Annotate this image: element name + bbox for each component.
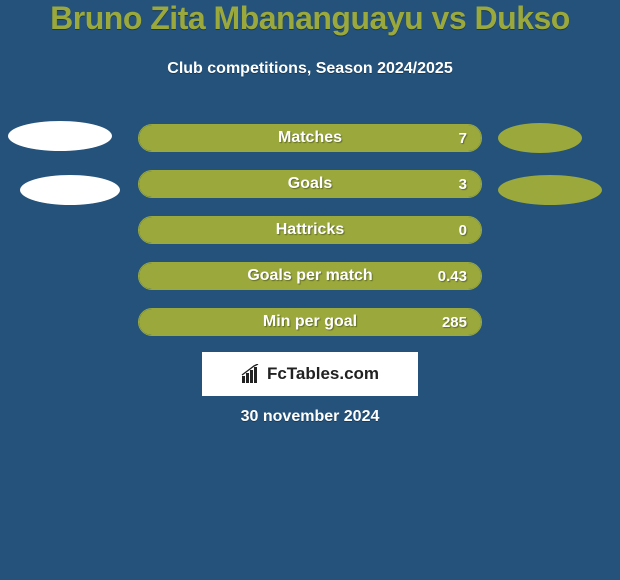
player-ellipse-left <box>20 175 120 205</box>
bar-chart-icon <box>241 364 261 384</box>
stat-bar-value: 285 <box>442 309 467 335</box>
stat-bar-label: Goals per match <box>139 263 481 289</box>
stat-bar-value: 0 <box>459 217 467 243</box>
stat-bar: Goals3 <box>138 170 482 198</box>
stat-bar: Matches7 <box>138 124 482 152</box>
date-label: 30 november 2024 <box>0 408 620 426</box>
comparison-card: Bruno Zita Mbananguayu vs Dukso Club com… <box>0 0 620 580</box>
player-ellipse-left <box>8 121 112 151</box>
stat-bar-label: Goals <box>139 171 481 197</box>
stat-bar-label: Min per goal <box>139 309 481 335</box>
brand-text: FcTables.com <box>267 364 379 384</box>
stat-bars: Matches7Goals3Hattricks0Goals per match0… <box>138 124 482 354</box>
brand-box[interactable]: FcTables.com <box>202 352 418 396</box>
stat-bar: Min per goal285 <box>138 308 482 336</box>
stat-bar: Goals per match0.43 <box>138 262 482 290</box>
stat-bar-value: 0.43 <box>438 263 467 289</box>
player-ellipse-right <box>498 175 602 205</box>
stat-bar-value: 3 <box>459 171 467 197</box>
player-ellipse-right <box>498 123 582 153</box>
stat-bar-value: 7 <box>459 125 467 151</box>
stat-bar-label: Matches <box>139 125 481 151</box>
page-title: Bruno Zita Mbananguayu vs Dukso <box>0 0 620 37</box>
stat-bar: Hattricks0 <box>138 216 482 244</box>
stat-bar-label: Hattricks <box>139 217 481 243</box>
page-subtitle: Club competitions, Season 2024/2025 <box>0 60 620 78</box>
